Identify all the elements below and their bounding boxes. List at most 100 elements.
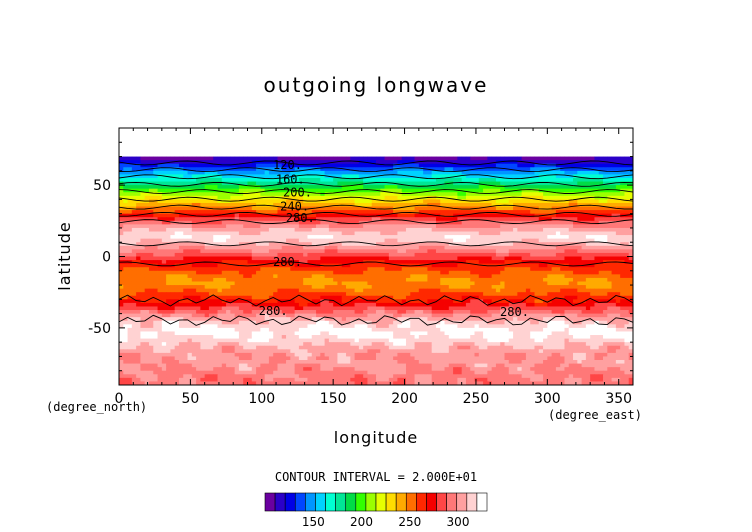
heatmap-cell: [551, 295, 557, 300]
heatmap-cell: [564, 245, 570, 250]
heatmap-cell: [221, 160, 227, 165]
heatmap-cell: [538, 238, 544, 243]
heatmap-cell: [440, 167, 445, 172]
heatmap-cell: [543, 242, 548, 247]
heatmap-cell: [238, 242, 244, 247]
heatmap-cell: [401, 192, 407, 197]
heatmap-cell: [230, 170, 236, 175]
heatmap-cell: [346, 238, 351, 243]
heatmap-cell: [611, 256, 617, 261]
heatmap-cell: [367, 299, 373, 304]
heatmap-cell: [174, 188, 180, 193]
heatmap-cell: [367, 288, 373, 293]
heatmap-cell: [243, 260, 248, 265]
heatmap-cell: [598, 281, 604, 286]
heatmap-cell: [281, 206, 287, 211]
heatmap-cell: [221, 185, 227, 190]
heatmap-cell: [414, 242, 420, 247]
heatmap-cell: [495, 220, 501, 225]
heatmap-cell: [153, 288, 158, 293]
heatmap-cell: [200, 163, 206, 168]
heatmap-cell: [380, 288, 385, 293]
heatmap-cell: [530, 210, 535, 215]
heatmap-cell: [628, 210, 634, 215]
heatmap-cell: [196, 242, 201, 247]
heatmap-cell: [320, 277, 325, 282]
heatmap-cell: [337, 174, 343, 179]
heatmap-cell: [119, 235, 124, 240]
heatmap-cell: [461, 231, 467, 236]
heatmap-cell: [367, 274, 373, 279]
heatmap-cell: [260, 210, 266, 215]
heatmap-cell: [483, 260, 488, 265]
heatmap-cell: [560, 245, 565, 250]
heatmap-cell: [483, 224, 488, 229]
heatmap-cell: [161, 156, 167, 161]
heatmap-cell: [243, 238, 248, 243]
heatmap-cell: [444, 213, 450, 218]
heatmap-cell: [208, 263, 214, 268]
heatmap-cell: [573, 270, 578, 275]
heatmap-cell: [478, 274, 484, 279]
heatmap-cell: [303, 288, 308, 293]
heatmap-cell: [590, 210, 595, 215]
heatmap-cell: [444, 199, 450, 204]
heatmap-cell: [504, 292, 510, 297]
heatmap-cell: [363, 210, 368, 215]
heatmap-cell: [376, 245, 381, 250]
heatmap-cell: [628, 277, 634, 282]
heatmap-cell: [423, 252, 428, 257]
heatmap-cell: [414, 235, 420, 240]
heatmap-cell: [131, 263, 137, 268]
heatmap-cell: [320, 288, 325, 293]
heatmap-cell: [500, 231, 505, 236]
heatmap-cell: [521, 274, 527, 279]
heatmap-cell: [538, 285, 544, 290]
heatmap-cell: [423, 292, 428, 297]
heatmap-cell: [551, 210, 557, 215]
heatmap-cell: [127, 156, 133, 161]
heatmap-cell: [350, 192, 355, 197]
heatmap-cell: [457, 195, 463, 200]
heatmap-cell: [251, 270, 257, 275]
heatmap-cell: [234, 192, 240, 197]
heatmap-cell: [144, 302, 150, 307]
heatmap-cell: [405, 288, 411, 293]
heatmap-cell: [354, 302, 360, 307]
heatmap-cell: [405, 295, 411, 300]
heatmap-cell: [350, 235, 355, 240]
heatmap-cell: [577, 231, 582, 236]
heatmap-cell: [286, 238, 291, 243]
heatmap-cell: [161, 163, 167, 168]
heatmap-cell: [243, 281, 248, 286]
heatmap-cell: [555, 160, 561, 165]
heatmap-cell: [328, 267, 334, 272]
heatmap-cell: [453, 281, 458, 286]
heatmap-cell: [363, 206, 368, 211]
heatmap-cell: [534, 270, 540, 275]
heatmap-cell: [371, 224, 377, 229]
heatmap-cell: [573, 213, 578, 218]
heatmap-cell: [320, 267, 325, 272]
heatmap-cell: [405, 231, 411, 236]
heatmap-cell: [603, 235, 608, 240]
heatmap-cell: [226, 263, 231, 268]
heatmap-cell: [119, 292, 124, 297]
heatmap-cell: [247, 249, 253, 254]
heatmap-cell: [530, 249, 535, 254]
heatmap-cell: [504, 224, 510, 229]
heatmap-cell: [465, 163, 471, 168]
heatmap-cell: [603, 295, 608, 300]
heatmap-cell: [380, 210, 385, 215]
heatmap-cell: [585, 245, 591, 250]
heatmap-cell: [187, 174, 193, 179]
heatmap-cell: [294, 249, 300, 254]
heatmap-cell: [136, 174, 141, 179]
heatmap-cell: [628, 188, 634, 193]
heatmap-cell: [431, 202, 437, 207]
heatmap-cell: [423, 285, 428, 290]
heatmap-cell: [157, 192, 163, 197]
heatmap-cell: [478, 238, 484, 243]
heatmap-cell: [397, 206, 403, 211]
heatmap-cell: [213, 238, 218, 243]
